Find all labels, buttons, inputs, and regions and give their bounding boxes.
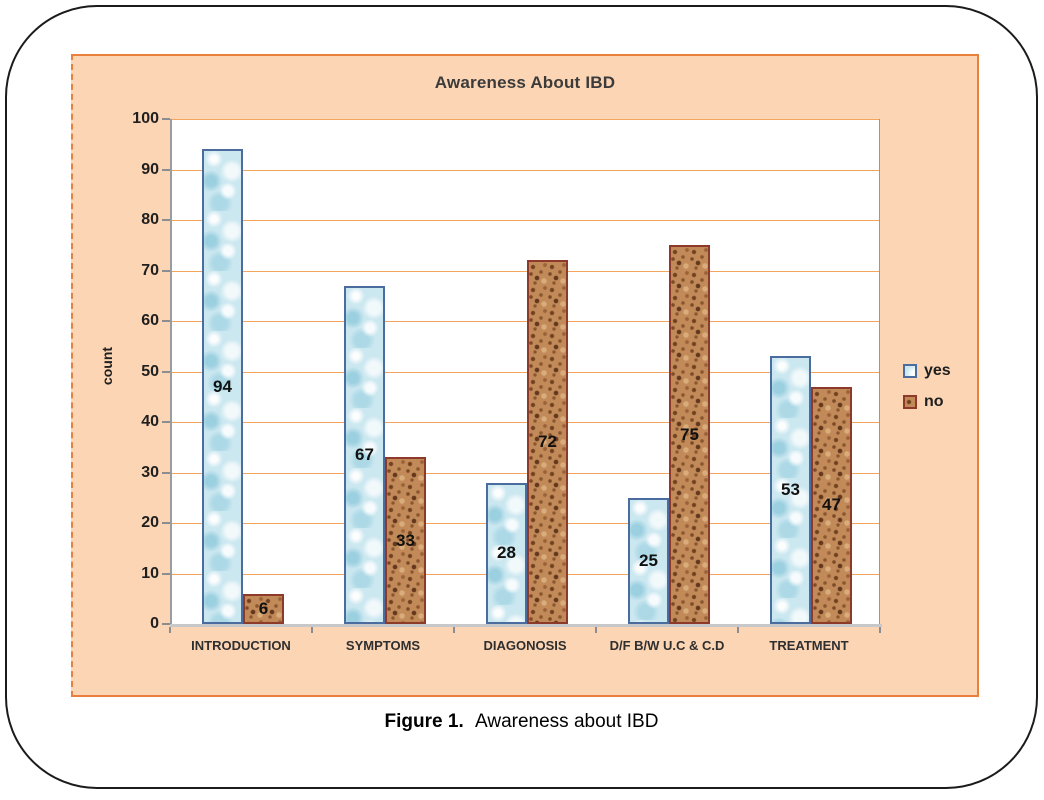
ytick-label-90: 90 bbox=[141, 160, 159, 178]
legend-item-no: no bbox=[903, 393, 951, 411]
bar-value-label: 33 bbox=[396, 530, 415, 550]
gridline-70 bbox=[172, 270, 879, 272]
document-frame: Awareness About IBD count 94 6 67 33 28 72 25 7… bbox=[5, 5, 1038, 789]
bar-value-label: 28 bbox=[497, 543, 516, 563]
ytick-mark-100 bbox=[162, 118, 170, 120]
bar-value-label: 47 bbox=[822, 495, 841, 515]
category-label-text: TREATMENT bbox=[769, 638, 849, 653]
bar-value-label: 94 bbox=[213, 376, 232, 396]
bar-value-label: 67 bbox=[355, 444, 374, 464]
category-label-text: INTRODUCTION bbox=[191, 638, 291, 653]
bar-value-label: 75 bbox=[680, 424, 699, 444]
ytick-mark-50 bbox=[162, 370, 170, 373]
xtick-mark-3 bbox=[595, 627, 597, 633]
bar-value-label: 25 bbox=[639, 550, 658, 570]
caption-label: Figure 1. bbox=[384, 711, 464, 732]
ytick-label-40: 40 bbox=[141, 413, 159, 430]
ytick-mark-40 bbox=[162, 421, 170, 423]
gridline-80 bbox=[172, 220, 879, 221]
category-label-3: D/F B/W U.C & C.D bbox=[596, 637, 738, 654]
bar-value-label: 53 bbox=[781, 480, 800, 500]
ytick-label-80: 80 bbox=[141, 211, 159, 228]
bar-no-0: 6 bbox=[243, 593, 284, 624]
gridline-100 bbox=[172, 119, 879, 120]
ytick-label-0: 0 bbox=[150, 615, 159, 632]
chart-container: Awareness About IBD count 94 6 67 33 28 72 25 7… bbox=[71, 54, 979, 697]
plot-area: 94 6 67 33 28 72 25 75 53 47 bbox=[170, 119, 882, 627]
bar-yes-0: 94 bbox=[202, 149, 243, 624]
xtick-mark-1 bbox=[311, 627, 313, 633]
ytick-label-70: 70 bbox=[141, 261, 159, 279]
category-label-2: DIAGONOSIS bbox=[454, 637, 596, 654]
ytick-label-100: 100 bbox=[132, 110, 159, 127]
ytick-label-60: 60 bbox=[141, 312, 159, 329]
bar-yes-2: 28 bbox=[486, 482, 527, 624]
ytick-mark-70 bbox=[162, 269, 170, 272]
bar-value-label: 72 bbox=[538, 432, 557, 452]
category-label-4: TREATMENT bbox=[738, 637, 880, 654]
bar-value-label: 6 bbox=[258, 598, 269, 618]
gridline-90 bbox=[172, 169, 879, 171]
ytick-mark-90 bbox=[162, 168, 170, 171]
legend-label-no: no bbox=[924, 393, 944, 410]
gridline-30 bbox=[172, 472, 879, 474]
ytick-mark-10 bbox=[162, 572, 170, 575]
caption-text: Awareness about IBD bbox=[475, 711, 659, 732]
figure-caption: Figure 1. Awareness about IBD bbox=[7, 711, 1036, 733]
ytick-label-20: 20 bbox=[141, 514, 159, 531]
chart-title: Awareness About IBD bbox=[434, 73, 616, 92]
xtick-mark-end bbox=[879, 627, 881, 633]
ytick-mark-60 bbox=[162, 320, 170, 322]
category-label-text: DIAGONOSIS bbox=[483, 638, 567, 653]
xtick-mark-2 bbox=[453, 627, 455, 633]
category-label-0: INTRODUCTION bbox=[170, 637, 312, 654]
category-label-text: D/F B/W U.C & C.D bbox=[609, 638, 725, 653]
ytick-mark-30 bbox=[162, 471, 170, 474]
ytick-label-10: 10 bbox=[141, 564, 159, 582]
ytick-label-50: 50 bbox=[141, 362, 159, 380]
gridline-50 bbox=[172, 371, 879, 373]
bar-no-4: 47 bbox=[811, 386, 852, 624]
legend: yes no bbox=[903, 362, 951, 411]
category-label-1: SYMPTOMS bbox=[312, 637, 454, 654]
bar-yes-4: 53 bbox=[770, 356, 811, 624]
bar-no-3: 75 bbox=[669, 245, 710, 624]
ytick-mark-20 bbox=[162, 522, 170, 524]
x-axis-line bbox=[170, 624, 882, 627]
xtick-mark-0 bbox=[169, 627, 171, 633]
legend-label-yes: yes bbox=[924, 362, 951, 379]
gridline-40 bbox=[172, 422, 879, 423]
legend-swatch-yes-icon bbox=[903, 364, 917, 378]
bar-yes-3: 25 bbox=[628, 497, 669, 624]
ytick-mark-80 bbox=[162, 219, 170, 221]
bar-yes-1: 67 bbox=[344, 285, 385, 624]
category-label-text: SYMPTOMS bbox=[345, 638, 421, 653]
ytick-label-30: 30 bbox=[141, 463, 159, 481]
bar-no-1: 33 bbox=[385, 457, 426, 624]
xtick-mark-4 bbox=[737, 627, 739, 633]
bar-no-2: 72 bbox=[527, 260, 568, 624]
legend-swatch-no-icon bbox=[903, 395, 917, 409]
legend-item-yes: yes bbox=[903, 362, 951, 380]
gridline-60 bbox=[172, 321, 879, 322]
ytick-mark-0 bbox=[162, 623, 170, 625]
